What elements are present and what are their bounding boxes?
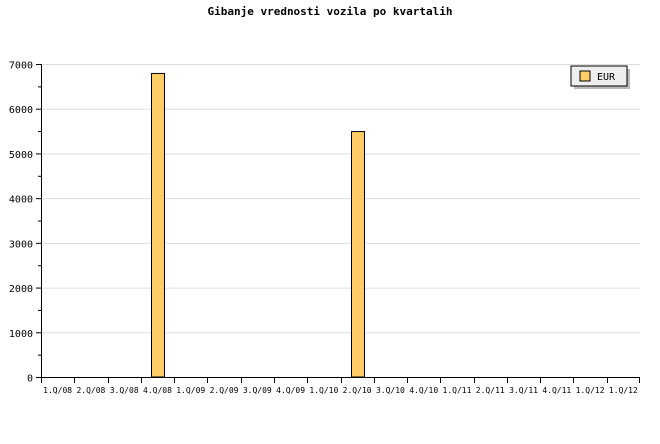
x-tick-label: 1.Q/11 [443,386,472,395]
x-tick-label: 3.Q/09 [243,386,272,395]
x-tick-label: 1.Q/10 [309,386,338,395]
x-tick-label: 1.Q/12 [576,386,605,395]
y-tick-label: 7000 [9,61,33,72]
x-tick-label: 1.Q/09 [176,386,205,395]
x-tick-label: 2.Q/10 [343,386,372,395]
y-tick-label: 5000 [9,150,33,161]
x-tick-label: 3.Q/11 [509,386,538,395]
x-tick-label: 4.Q/08 [143,386,172,395]
x-tick-label: 4.Q/09 [276,386,305,395]
legend: EUR [570,65,630,89]
chart-title: Gibanje vrednosti vozila po kvartalih [207,5,452,18]
bar [351,131,365,378]
y-tick-label: 6000 [9,105,33,116]
y-tick-label: 3000 [9,239,33,250]
y-tick-label: 4000 [9,195,33,206]
x-tick-label: 2.Q/09 [210,386,239,395]
x-tick-label: 4.Q/11 [542,386,571,395]
bar [151,72,165,378]
x-tick-label: 2.Q/08 [76,386,105,395]
y-tick-label: 0 [27,374,33,385]
y-tick-label: 1000 [9,329,33,340]
x-tick-label: 1.Q/08 [43,386,72,395]
x-tick-label: 3.Q/10 [376,386,405,395]
y-tick-label: 2000 [9,284,33,295]
x-tick-label: 2.Q/11 [476,386,505,395]
x-tick-label: 3.Q/08 [110,386,139,395]
legend-label: EUR [597,72,616,83]
x-tick-label: 1.Q/12 [609,386,638,395]
x-tick-label: 4.Q/10 [409,386,438,395]
legend-swatch [579,70,591,82]
